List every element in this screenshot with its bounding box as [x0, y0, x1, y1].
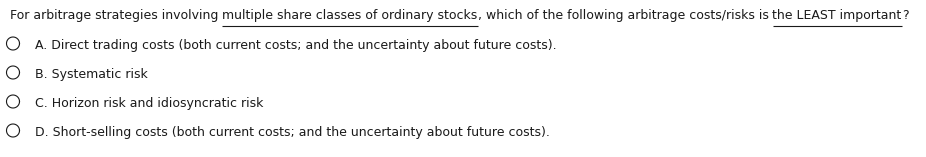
- Text: ?: ?: [902, 9, 908, 22]
- Text: the LEAST important: the LEAST important: [772, 9, 902, 22]
- Text: C. Horizon risk and idiosyncratic risk: C. Horizon risk and idiosyncratic risk: [35, 97, 263, 110]
- Text: D. Short-selling costs (both current costs; and the uncertainty about future cos: D. Short-selling costs (both current cos…: [35, 126, 550, 139]
- Text: For arbitrage strategies involving: For arbitrage strategies involving: [10, 9, 222, 22]
- Text: multiple share classes of ordinary stocks: multiple share classes of ordinary stock…: [222, 9, 478, 22]
- Text: , which of the following arbitrage costs/risks is: , which of the following arbitrage costs…: [478, 9, 772, 22]
- Text: A. Direct trading costs (both current costs; and the uncertainty about future co: A. Direct trading costs (both current co…: [35, 39, 557, 52]
- Text: B. Systematic risk: B. Systematic risk: [35, 68, 148, 81]
